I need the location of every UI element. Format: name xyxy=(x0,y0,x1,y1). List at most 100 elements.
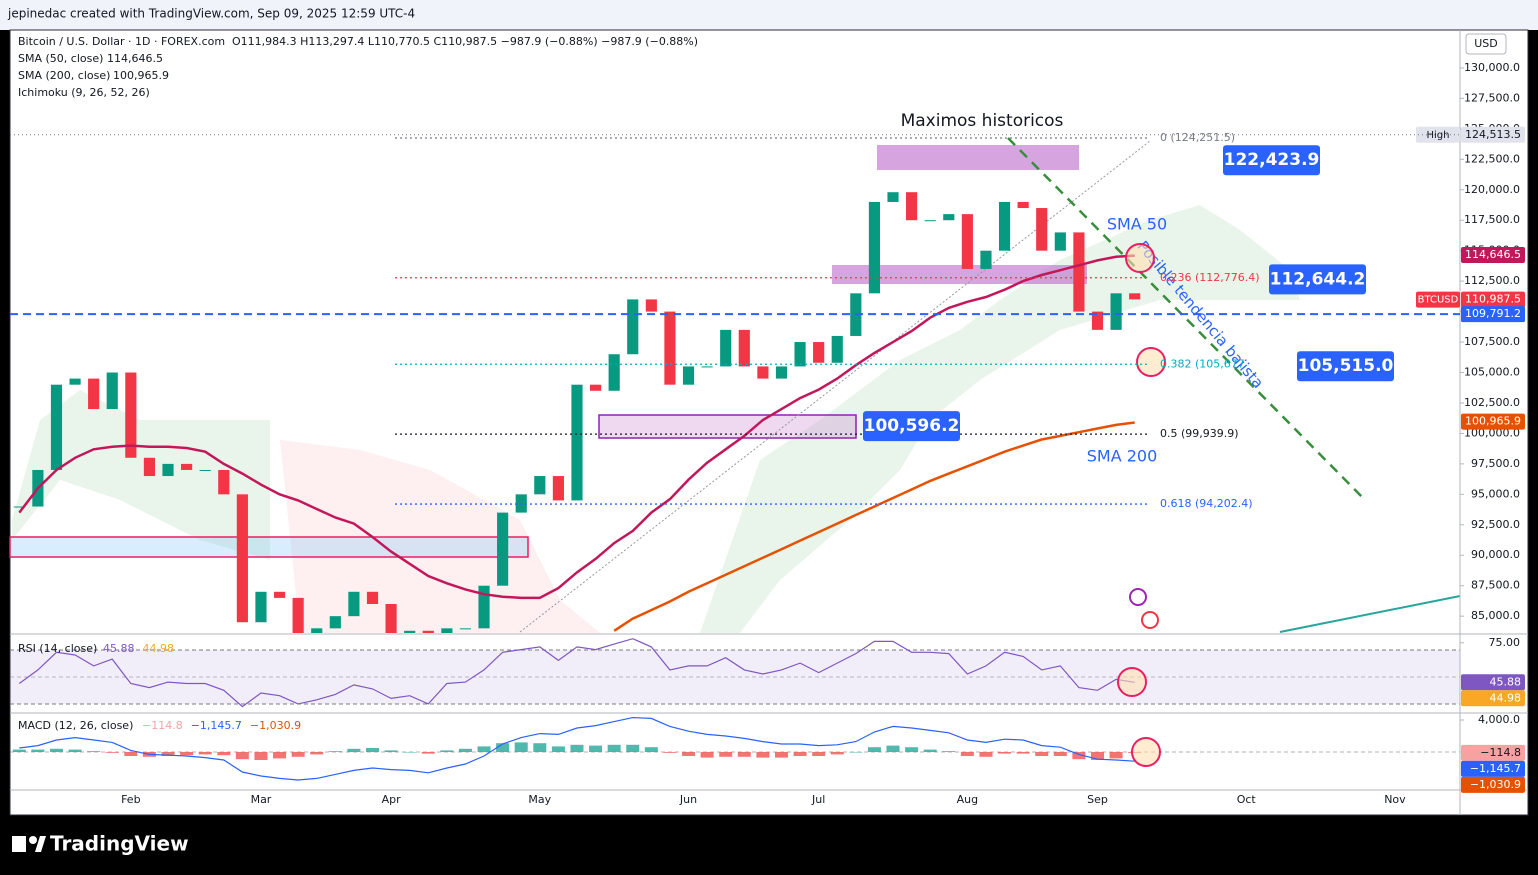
histogram-bar xyxy=(960,752,974,756)
histogram-bar xyxy=(365,748,380,752)
legend-value: −1,145.7 xyxy=(191,719,242,732)
candle xyxy=(961,214,973,269)
histogram-bar xyxy=(421,752,435,754)
histogram-bar xyxy=(682,752,696,756)
candle xyxy=(1017,201,1029,209)
candle xyxy=(608,354,620,391)
histogram-bar xyxy=(384,750,398,752)
histogram-bar xyxy=(849,752,863,753)
price-callout-label: 105,515.0 xyxy=(1298,356,1394,376)
macd-pane xyxy=(10,716,1460,781)
candle xyxy=(590,384,602,391)
price-callout xyxy=(863,411,960,442)
fib-label: 0.5 (99,939.9) xyxy=(1160,427,1239,440)
histogram-bar xyxy=(1016,752,1030,754)
candle xyxy=(125,372,137,458)
axis-tag-label: 110,987.5 xyxy=(1465,293,1521,306)
brand: TradingView xyxy=(50,832,189,856)
header: jepinedac created with TradingView.com, … xyxy=(7,7,415,21)
candle xyxy=(943,214,955,221)
annotation: SMA 50 xyxy=(1107,215,1167,234)
histogram-bar xyxy=(570,744,584,752)
histogram-bar xyxy=(217,752,231,756)
y-tick-label: 122,500.0 xyxy=(1464,152,1520,165)
histogram-bar xyxy=(998,752,1012,754)
axis-tag xyxy=(1461,413,1525,430)
candle xyxy=(664,311,676,385)
axis-tag-label: −1,145.7 xyxy=(1470,762,1521,775)
x-tick-label: Mar xyxy=(251,793,272,806)
candle xyxy=(868,201,880,294)
axis-tag xyxy=(1461,690,1525,707)
legend-series: SMA (200, close) xyxy=(18,69,110,82)
histogram-bar xyxy=(12,749,26,752)
axis-tag-label: 109,791.2 xyxy=(1465,307,1521,320)
zone xyxy=(9,536,529,558)
event-icon[interactable] xyxy=(1141,611,1159,629)
x-tick-label: Feb xyxy=(121,793,140,806)
histogram-bar xyxy=(830,752,844,755)
candle xyxy=(627,299,639,355)
fib-label: 0.382 (105,677 xyxy=(1160,357,1245,370)
zone xyxy=(598,414,857,439)
candle xyxy=(831,335,843,363)
histogram-bar xyxy=(477,746,491,752)
legend-value: 44.98 xyxy=(143,642,175,655)
candle xyxy=(311,628,323,633)
candle xyxy=(88,378,100,410)
histogram-bar xyxy=(124,752,138,756)
axis-tag-label: 100,965.9 xyxy=(1465,415,1521,428)
candle xyxy=(1129,293,1141,300)
y-tick-label: 112,500.0 xyxy=(1464,274,1520,287)
histogram-bar xyxy=(87,751,101,752)
candle xyxy=(459,628,472,630)
candle xyxy=(924,220,936,222)
candle xyxy=(181,463,193,470)
axis-tag-name-box xyxy=(1416,291,1460,308)
axis-tag-label: −1,030.9 xyxy=(1470,778,1521,791)
event-icon[interactable] xyxy=(1129,588,1147,606)
candle xyxy=(422,630,434,633)
currency-box xyxy=(1465,33,1507,55)
price-callout-label: 122,423.9 xyxy=(1224,150,1320,170)
y-tick-label: 87,500.0 xyxy=(1471,579,1520,592)
histogram-bar xyxy=(551,746,565,752)
histogram-bar xyxy=(533,743,547,752)
histogram-bar xyxy=(644,747,658,752)
axis-tag-label: 114,646.5 xyxy=(1465,248,1521,261)
histogram-bar xyxy=(403,752,417,753)
histogram-bar xyxy=(905,747,919,752)
candle xyxy=(497,512,509,586)
histogram-bar xyxy=(737,752,751,757)
x-tick-label: Jun xyxy=(679,793,697,806)
x-tick-label: Jul xyxy=(811,793,825,806)
histogram-bar xyxy=(756,752,770,758)
candle xyxy=(1091,311,1104,330)
fib-label: 0.618 (94,202.4) xyxy=(1160,497,1253,510)
candle xyxy=(404,630,416,633)
histogram-bar xyxy=(105,752,119,753)
candle xyxy=(255,591,267,623)
legend-value: 114,646.5 xyxy=(107,52,163,65)
axis-tag-name: BTCUSD xyxy=(1418,295,1459,306)
candle xyxy=(552,476,564,501)
histogram-bar xyxy=(496,743,510,752)
candle xyxy=(1110,293,1122,330)
candle xyxy=(906,192,918,221)
candle xyxy=(720,329,732,367)
legend-value: −1,030.9 xyxy=(250,719,301,732)
candle xyxy=(1054,232,1066,251)
candle xyxy=(534,476,546,495)
candle xyxy=(1073,232,1085,312)
histogram-bar xyxy=(49,748,63,752)
x-tick-label: Sep xyxy=(1087,793,1108,806)
histogram-bar xyxy=(1053,752,1067,756)
candle xyxy=(162,463,174,477)
legend-value: 100,965.9 xyxy=(113,69,169,82)
price-callout xyxy=(1223,145,1320,176)
histogram-bar xyxy=(719,752,733,757)
axis-tag xyxy=(1461,126,1525,143)
histogram-bar xyxy=(1072,752,1086,760)
axis-tag-label: 124,513.5 xyxy=(1465,128,1521,141)
